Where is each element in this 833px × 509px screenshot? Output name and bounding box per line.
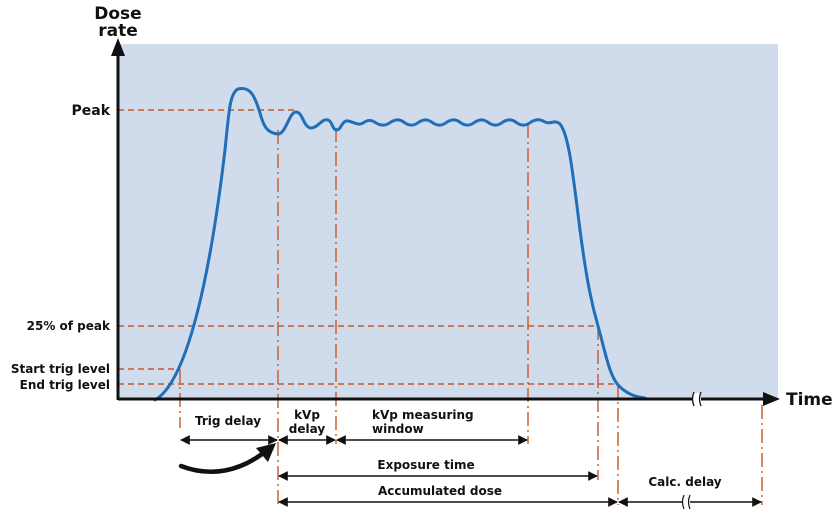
x-axis-break-mark [691,391,702,407]
y-axis-title-line2: rate [98,21,138,41]
start-trig-label: Start trig level [11,362,110,376]
trig-delay-label: Trig delay [195,414,261,428]
kvp-window-label-line1: kVp measuring [372,408,474,422]
calc-delay-break-gap [683,496,690,508]
x-axis-break-gap [693,393,701,405]
level-guides [118,109,618,385]
plot-area [118,44,778,399]
accumulated-dose-label: Accumulated dose [378,484,502,498]
y-axis-arrowhead [111,38,125,56]
quarter-peak-label: 25% of peak [27,319,111,333]
time-guides [179,124,763,505]
kvp-delay-label-line2: delay [289,422,326,436]
x-axis-title: Time [786,390,833,410]
dose-rate-curve [153,87,647,402]
axes [116,52,770,401]
trigger-indicator-arrowhead [256,443,276,462]
kvp-delay-label-line1: kVp [294,408,320,422]
calc-delay-label: Calc. delay [648,475,721,489]
trigger-indicator-arrow [178,451,265,474]
y-axis-title-line1: Dose [94,4,141,24]
exposure-time-label: Exposure time [377,458,474,472]
peak-label: Peak [71,103,110,119]
x-axis-arrowhead [763,392,780,406]
kvp-window-label-line2: window [372,422,424,436]
calc-delay-break-mark [681,494,691,509]
end-trig-label: End trig level [20,378,110,392]
